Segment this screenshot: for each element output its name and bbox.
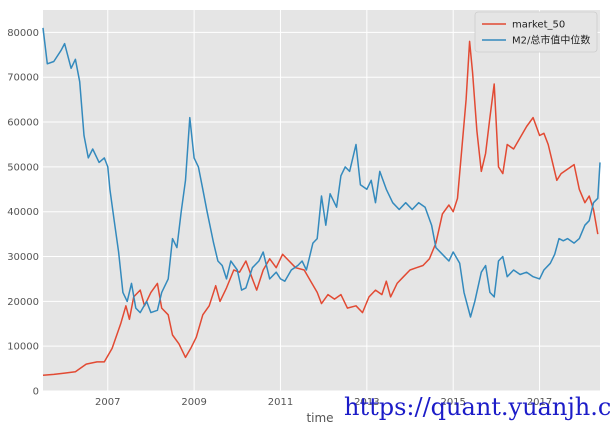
y-tick-label: 60000 (7, 118, 39, 129)
y-tick-label: 10000 (7, 342, 39, 353)
x-tick-label: 2009 (181, 397, 206, 408)
y-axis: 0 10000 20000 30000 40000 50000 60000 70000 8000… (7, 28, 39, 398)
series-line (42, 27, 601, 318)
series-line (42, 40, 599, 377)
x-tick-label: 2011 (268, 397, 293, 408)
x-tick-label: 2013 (354, 397, 379, 408)
x-tick-label: 2007 (95, 397, 120, 408)
watermark-url: https://quant.yuanjh.cn (344, 393, 610, 421)
y-tick-label: 70000 (7, 73, 39, 84)
y-tick-label: 50000 (7, 162, 39, 173)
legend: market_50 M2/总市值中位数 (474, 11, 598, 53)
y-tick-label: 20000 (7, 297, 39, 308)
y-tick-label: 30000 (7, 252, 39, 263)
grid-lines (43, 10, 600, 392)
series-lines (42, 27, 601, 377)
x-tick-label: 2017 (527, 397, 552, 408)
x-axis: 2007 2009 2011 2013 2015 2017 (95, 397, 552, 408)
y-tick-label: 40000 (7, 207, 39, 218)
x-axis-label: time (306, 411, 333, 425)
y-tick-label: 0 (33, 387, 39, 398)
legend-entry: M2/总市值中位数 (512, 34, 590, 47)
legend-box (474, 11, 598, 53)
x-tick-label: 2015 (440, 397, 465, 408)
legend-entry: market_50 (512, 20, 565, 31)
y-tick-label: 80000 (7, 28, 39, 39)
